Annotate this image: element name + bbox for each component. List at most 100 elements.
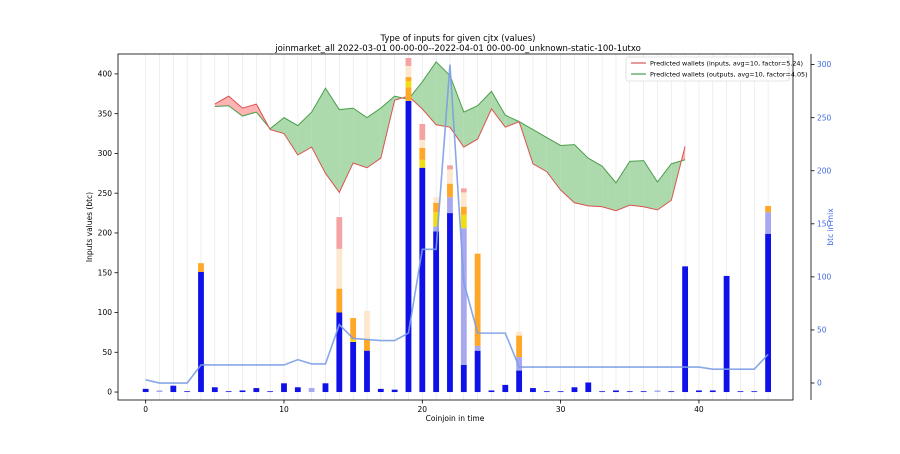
bar-37-0 (654, 390, 661, 393)
predicted-inputs-line (214, 95, 686, 212)
x-axis: 0 10 20 30 40 (143, 400, 704, 414)
y2-tick-label-150: 150 (817, 219, 832, 228)
fill-segment-18-0 (463, 105, 478, 148)
fill-segment-24-0 (546, 137, 561, 191)
bar-45-0 (765, 233, 772, 393)
fill-segment-8-0 (325, 88, 340, 193)
y2-tick-label-100: 100 (817, 272, 832, 281)
bar-45-1 (765, 212, 772, 234)
y2-tick-label-50: 50 (817, 326, 827, 335)
fill-segment-23-0 (532, 129, 547, 172)
bar-19-1 (405, 87, 412, 101)
bar-16-1 (364, 338, 370, 351)
bar-27-2 (516, 335, 523, 358)
bar-22-3 (447, 169, 453, 184)
x-axis-label: Coinjoin in time (426, 414, 485, 423)
y-axis-label: Inputs values (btc) (85, 192, 94, 262)
bar-39-0 (682, 266, 689, 393)
fill-segment-29-0 (615, 161, 630, 211)
bar-11-0 (294, 387, 301, 393)
y-tick-label-400: 400 (98, 69, 113, 78)
bar-22-1 (447, 197, 453, 214)
bar-4-1 (198, 263, 204, 272)
y-tick-label-150: 150 (98, 268, 113, 277)
fill-segment-28-0 (602, 166, 616, 211)
bars (142, 57, 772, 393)
bar-15-2 (350, 318, 357, 340)
fill-segment-10-0 (353, 108, 367, 168)
fill-segment-4-0 (270, 117, 284, 134)
bar-19-3 (405, 77, 412, 82)
fill-segment-31-0 (643, 160, 658, 210)
bar-21-4 (433, 197, 440, 203)
y-tick-label-250: 250 (98, 189, 113, 198)
btc-in-mix-line (145, 64, 769, 384)
fill-segment-26-0 (574, 144, 589, 206)
fill-segment-30-0 (629, 160, 644, 207)
y-tick-label-50: 50 (102, 348, 112, 357)
bar-23-0 (460, 365, 467, 393)
bar-23-4 (460, 192, 467, 207)
bar-20-3 (419, 139, 426, 148)
bar-21-2 (433, 212, 440, 227)
legend-label-inputs: Predicted wallets (inputs, avg=10, facto… (650, 60, 803, 68)
bar-42-0 (723, 275, 730, 393)
bar-21-0 (433, 231, 440, 393)
fill-segment-9-0 (339, 108, 354, 193)
x-tick-label-0: 0 (143, 405, 148, 414)
legend: Predicted wallets (inputs, avg=10, facto… (625, 56, 808, 82)
fill-segment-25-0 (560, 144, 575, 203)
bar-23-3 (460, 206, 467, 215)
bar-15-0 (350, 341, 357, 393)
bar-13-0 (322, 383, 329, 393)
bar-28-0 (530, 388, 536, 393)
fill-segment-5-0 (283, 117, 298, 156)
x-tick-label-20: 20 (418, 405, 428, 414)
bar-2-0 (170, 385, 177, 393)
fill-segment-14-1 (409, 81, 423, 109)
bar-14-0 (336, 312, 343, 393)
bar-22-2 (447, 183, 453, 198)
bar-1-0 (156, 390, 163, 393)
bar-26-0 (502, 384, 509, 393)
bar-23-2 (460, 214, 467, 229)
y2-tick-label-200: 200 (817, 166, 832, 175)
bar-31-0 (571, 387, 578, 393)
bar-22-0 (447, 213, 453, 393)
fill-segment-11-0 (366, 108, 381, 168)
bar-14-3 (336, 217, 343, 249)
y2-tick-label-250: 250 (817, 113, 832, 122)
y-tick-label-200: 200 (98, 229, 113, 238)
bar-6-0 (225, 391, 232, 393)
fill-segment-7-0 (311, 88, 326, 174)
bar-23-5 (460, 188, 467, 193)
bar-43-0 (737, 391, 744, 393)
fill-segment-19-0 (477, 91, 492, 140)
legend-label-outputs: Predicted wallets (outputs, avg=10, fact… (650, 71, 808, 79)
bar-20-1 (419, 159, 426, 168)
bar-14-1 (336, 288, 343, 313)
bar-19-5 (405, 57, 412, 66)
bar-16-0 (364, 350, 370, 393)
bar-30-0 (557, 391, 564, 393)
bar-20-4 (419, 123, 426, 140)
bar-21-3 (433, 202, 440, 213)
bar-27-0 (516, 370, 523, 393)
y2-tick-label-300: 300 (817, 60, 832, 69)
bar-24-1 (474, 345, 481, 351)
fill-segment-27-0 (588, 158, 603, 207)
bar-40-0 (696, 390, 702, 393)
legend-frame (625, 56, 790, 82)
bar-4-0 (198, 271, 204, 393)
chart-subtitle: joinmarket_all 2022-03-01 00-00-00--2022… (274, 44, 641, 54)
bar-17-0 (377, 388, 384, 393)
bar-29-0 (543, 391, 550, 393)
x-tick-label-10: 10 (279, 405, 289, 414)
y-tick-label-300: 300 (98, 149, 113, 158)
bar-27-1 (516, 357, 523, 371)
bar-5-0 (211, 387, 218, 393)
bar-12-0 (308, 388, 315, 393)
bar-45-2 (765, 205, 772, 213)
